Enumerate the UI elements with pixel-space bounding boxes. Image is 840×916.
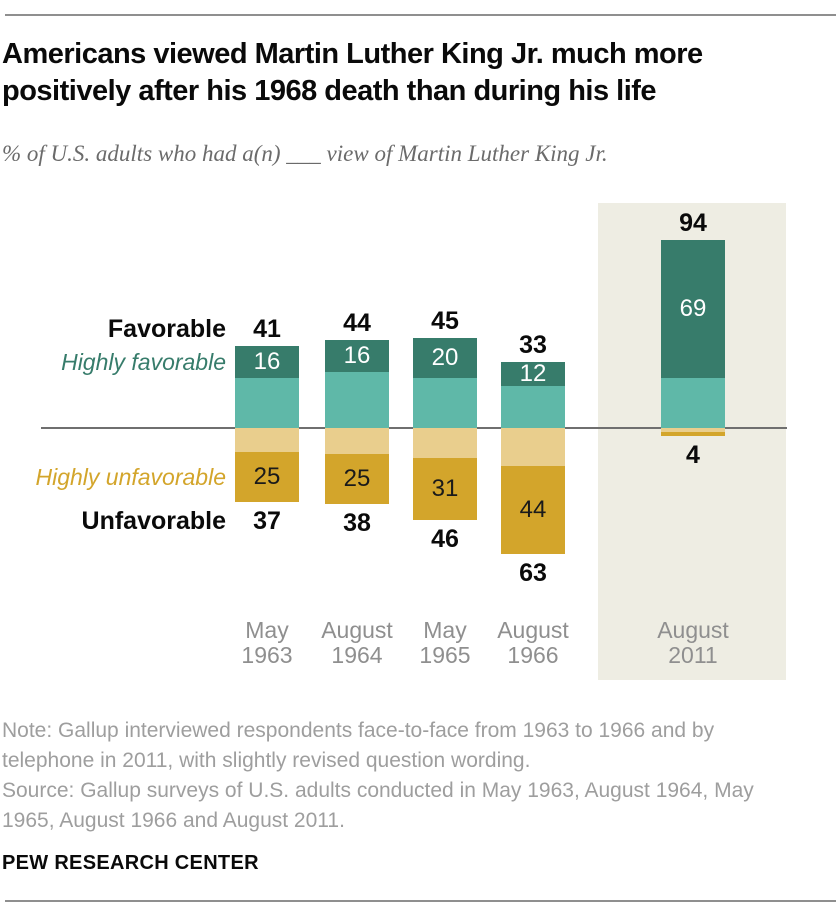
segment-highly-unfavorable: 25 xyxy=(235,452,299,502)
segment-unfavorable xyxy=(501,428,565,466)
chart-subtitle: % of U.S. adults who had a(n) ___ view o… xyxy=(2,141,608,166)
highly-unfavorable-value: 31 xyxy=(431,475,459,502)
category-label-line: 1965 xyxy=(419,642,471,668)
segment-unfavorable xyxy=(413,428,477,458)
top-rule xyxy=(5,14,836,16)
category-label-line: 1966 xyxy=(507,642,559,668)
segment-favorable xyxy=(501,386,565,428)
category-label-line: May xyxy=(423,617,467,643)
series-label-favorable: Favorable xyxy=(107,315,226,343)
highly-favorable-value: 12 xyxy=(519,360,547,387)
highly-favorable-value: 69 xyxy=(679,295,707,322)
category-label-line: August xyxy=(321,617,393,643)
unfavorable-total-value: 63 xyxy=(519,559,547,587)
category-label: August 2011 xyxy=(618,618,768,668)
segment-unfavorable xyxy=(325,428,389,454)
favorable-total-value: 33 xyxy=(519,331,547,359)
source-line: 1965, August 1966 and August 2011. xyxy=(2,809,345,832)
segment-unfavorable xyxy=(661,428,725,432)
bottom-rule xyxy=(5,900,836,902)
note-line: telephone in 2011, with slightly revised… xyxy=(2,749,531,772)
note-line: Note: Gallup interviewed respondents fac… xyxy=(2,719,715,742)
favorable-total-value: 41 xyxy=(253,315,281,343)
unfavorable-total-value: 4 xyxy=(686,441,700,469)
segment-highly-unfavorable: 25 xyxy=(325,454,389,504)
segment-highly-unfavorable: 44 xyxy=(501,466,565,554)
highly-favorable-value: 16 xyxy=(253,348,281,375)
series-label-unfavorable: Unfavorable xyxy=(81,507,226,535)
note-source-text: Note: Gallup interviewed respondents fac… xyxy=(2,716,822,836)
segment-highly-unfavorable xyxy=(661,432,725,436)
segment-highly-unfavorable: 31 xyxy=(413,458,477,520)
category-label: May 1965 xyxy=(370,618,520,668)
segment-unfavorable xyxy=(235,428,299,452)
category-label: August 1964 xyxy=(282,618,432,668)
unfavorable-total-value: 37 xyxy=(253,507,281,535)
unfavorable-total-value: 46 xyxy=(431,525,459,553)
segment-highly-favorable: 16 xyxy=(235,346,299,378)
category-label-line: 1964 xyxy=(331,642,383,668)
category-label-line: August xyxy=(497,617,569,643)
segment-favorable xyxy=(413,378,477,428)
pew-research-center-logo: PEW RESEARCH CENTER xyxy=(2,852,259,874)
category-label-line: August xyxy=(657,617,729,643)
category-label: May 1963 xyxy=(192,618,342,668)
unfavorable-total-value: 38 xyxy=(343,509,371,537)
segment-highly-favorable: 16 xyxy=(325,340,389,372)
segment-favorable xyxy=(661,378,725,428)
series-label-highly-favorable: Highly favorable xyxy=(61,349,226,375)
bar-chart: Favorable Highly favorable Highly unfavo… xyxy=(35,203,787,680)
highly-favorable-value: 16 xyxy=(343,342,371,369)
segment-highly-favorable: 20 xyxy=(413,338,477,378)
category-label-line: May xyxy=(245,617,289,643)
highly-unfavorable-value: 25 xyxy=(253,463,281,490)
highly-favorable-value: 20 xyxy=(431,344,459,371)
segment-highly-favorable: 69 xyxy=(661,240,725,378)
favorable-total-value: 45 xyxy=(431,307,459,335)
category-label: August 1966 xyxy=(458,618,608,668)
favorable-total-value: 94 xyxy=(679,209,707,237)
segment-highly-favorable: 12 xyxy=(501,362,565,386)
favorable-total-value: 44 xyxy=(343,309,371,337)
chart-title-line-2: positively after his 1968 death than dur… xyxy=(2,75,657,107)
chart-title-line-1: Americans viewed Martin Luther King Jr. … xyxy=(2,38,703,70)
segment-favorable xyxy=(325,372,389,428)
category-label-line: 1963 xyxy=(241,642,293,668)
source-line: Source: Gallup surveys of U.S. adults co… xyxy=(2,779,754,802)
chart-title: Americans viewed Martin Luther King Jr. … xyxy=(2,36,838,110)
series-label-highly-unfavorable: Highly unfavorable xyxy=(35,464,226,490)
highly-unfavorable-value: 25 xyxy=(343,465,371,492)
highly-unfavorable-value: 44 xyxy=(519,496,547,523)
segment-favorable xyxy=(235,378,299,428)
category-label-line: 2011 xyxy=(668,642,718,668)
